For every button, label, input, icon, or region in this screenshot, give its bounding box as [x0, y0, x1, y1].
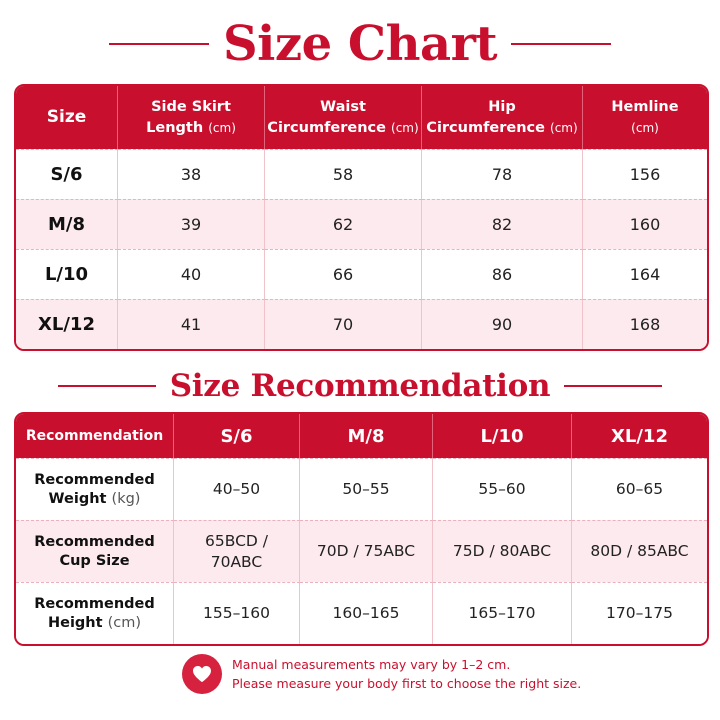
size-chart-header-row: Size Side Skirt Length (cm) Waist Circum… — [16, 86, 707, 149]
hemline-value: 160 — [583, 199, 707, 249]
header-size-s6: S/6 — [174, 414, 300, 458]
waist-value: 58 — [265, 149, 422, 199]
table-row: XL/12 41 70 90 168 — [16, 299, 707, 349]
table-row: Recommended Weight (kg) 40–50 50–55 55–6… — [16, 458, 707, 520]
title-left-rule — [57, 385, 156, 387]
waist-value: 70 — [265, 299, 422, 349]
table-row: Recommended Height (cm) 155–160 160–165 … — [16, 582, 707, 644]
table-row: Recommended Cup Size 65BCD / 70ABC 70D /… — [16, 520, 707, 582]
size-chart-table: Size Side Skirt Length (cm) Waist Circum… — [14, 84, 709, 351]
size-recommendation-title-row: Size Recommendation — [0, 362, 720, 410]
waist-value: 66 — [265, 249, 422, 299]
hip-value: 90 — [422, 299, 583, 349]
table-row: M/8 39 62 82 160 — [16, 199, 707, 249]
cup-size-value: 80D / 85ABC — [572, 520, 707, 582]
size-label: S/6 — [16, 149, 118, 199]
weight-value: 50–55 — [300, 458, 433, 520]
header-size-l10: L/10 — [433, 414, 572, 458]
cup-size-value: 65BCD / 70ABC — [174, 520, 300, 582]
recommended-weight-label: Recommended Weight (kg) — [16, 458, 174, 520]
hemline-value: 168 — [583, 299, 707, 349]
hip-value: 86 — [422, 249, 583, 299]
recommendation-header-row: Recommendation S/6 M/8 L/10 XL/12 — [16, 414, 707, 458]
header-size-m8: M/8 — [300, 414, 433, 458]
table-row: L/10 40 66 86 164 — [16, 249, 707, 299]
measurement-note-text: Manual measurements may vary by 1–2 cm. … — [232, 655, 581, 693]
header-hip-circumference: Hip Circumference (cm) — [422, 86, 583, 149]
side-skirt-length-value: 38 — [118, 149, 265, 199]
title-right-rule — [511, 43, 612, 45]
recommended-cup-size-label: Recommended Cup Size — [16, 520, 174, 582]
measurement-note: Manual measurements may vary by 1–2 cm. … — [182, 654, 581, 694]
size-recommendation-table: Recommendation S/6 M/8 L/10 XL/12 Recomm… — [14, 412, 709, 646]
recommended-height-label: Recommended Height (cm) — [16, 582, 174, 644]
header-side-skirt-length: Side Skirt Length (cm) — [118, 86, 265, 149]
table-row: S/6 38 58 78 156 — [16, 149, 707, 199]
header-recommendation: Recommendation — [16, 414, 174, 458]
cup-size-value: 75D / 80ABC — [433, 520, 572, 582]
header-size-xl12: XL/12 — [572, 414, 707, 458]
weight-value: 60–65 — [572, 458, 707, 520]
size-label: M/8 — [16, 199, 118, 249]
height-value: 160–165 — [300, 582, 433, 644]
size-label: XL/12 — [16, 299, 118, 349]
side-skirt-length-value: 39 — [118, 199, 265, 249]
title-right-rule — [564, 385, 663, 387]
note-line-1: Manual measurements may vary by 1–2 cm. — [232, 657, 511, 672]
height-value: 170–175 — [572, 582, 707, 644]
size-chart-title-row: Size Chart — [0, 12, 720, 76]
side-skirt-length-value: 40 — [118, 249, 265, 299]
hemline-value: 156 — [583, 149, 707, 199]
weight-value: 55–60 — [433, 458, 572, 520]
waist-value: 62 — [265, 199, 422, 249]
header-waist-circumference: Waist Circumference (cm) — [265, 86, 422, 149]
header-hemline: Hemline (cm) — [583, 86, 707, 149]
size-recommendation-title: Size Recommendation — [169, 368, 551, 404]
size-chart-title: Size Chart — [222, 16, 498, 72]
cup-size-value: 70D / 75ABC — [300, 520, 433, 582]
height-value: 165–170 — [433, 582, 572, 644]
hemline-value: 164 — [583, 249, 707, 299]
weight-value: 40–50 — [174, 458, 300, 520]
hip-value: 78 — [422, 149, 583, 199]
title-left-rule — [108, 43, 209, 45]
hip-value: 82 — [422, 199, 583, 249]
size-label: L/10 — [16, 249, 118, 299]
height-value: 155–160 — [174, 582, 300, 644]
side-skirt-length-value: 41 — [118, 299, 265, 349]
note-line-2: Please measure your body first to choose… — [232, 676, 582, 691]
header-size: Size — [16, 86, 118, 149]
heart-icon — [182, 654, 222, 694]
